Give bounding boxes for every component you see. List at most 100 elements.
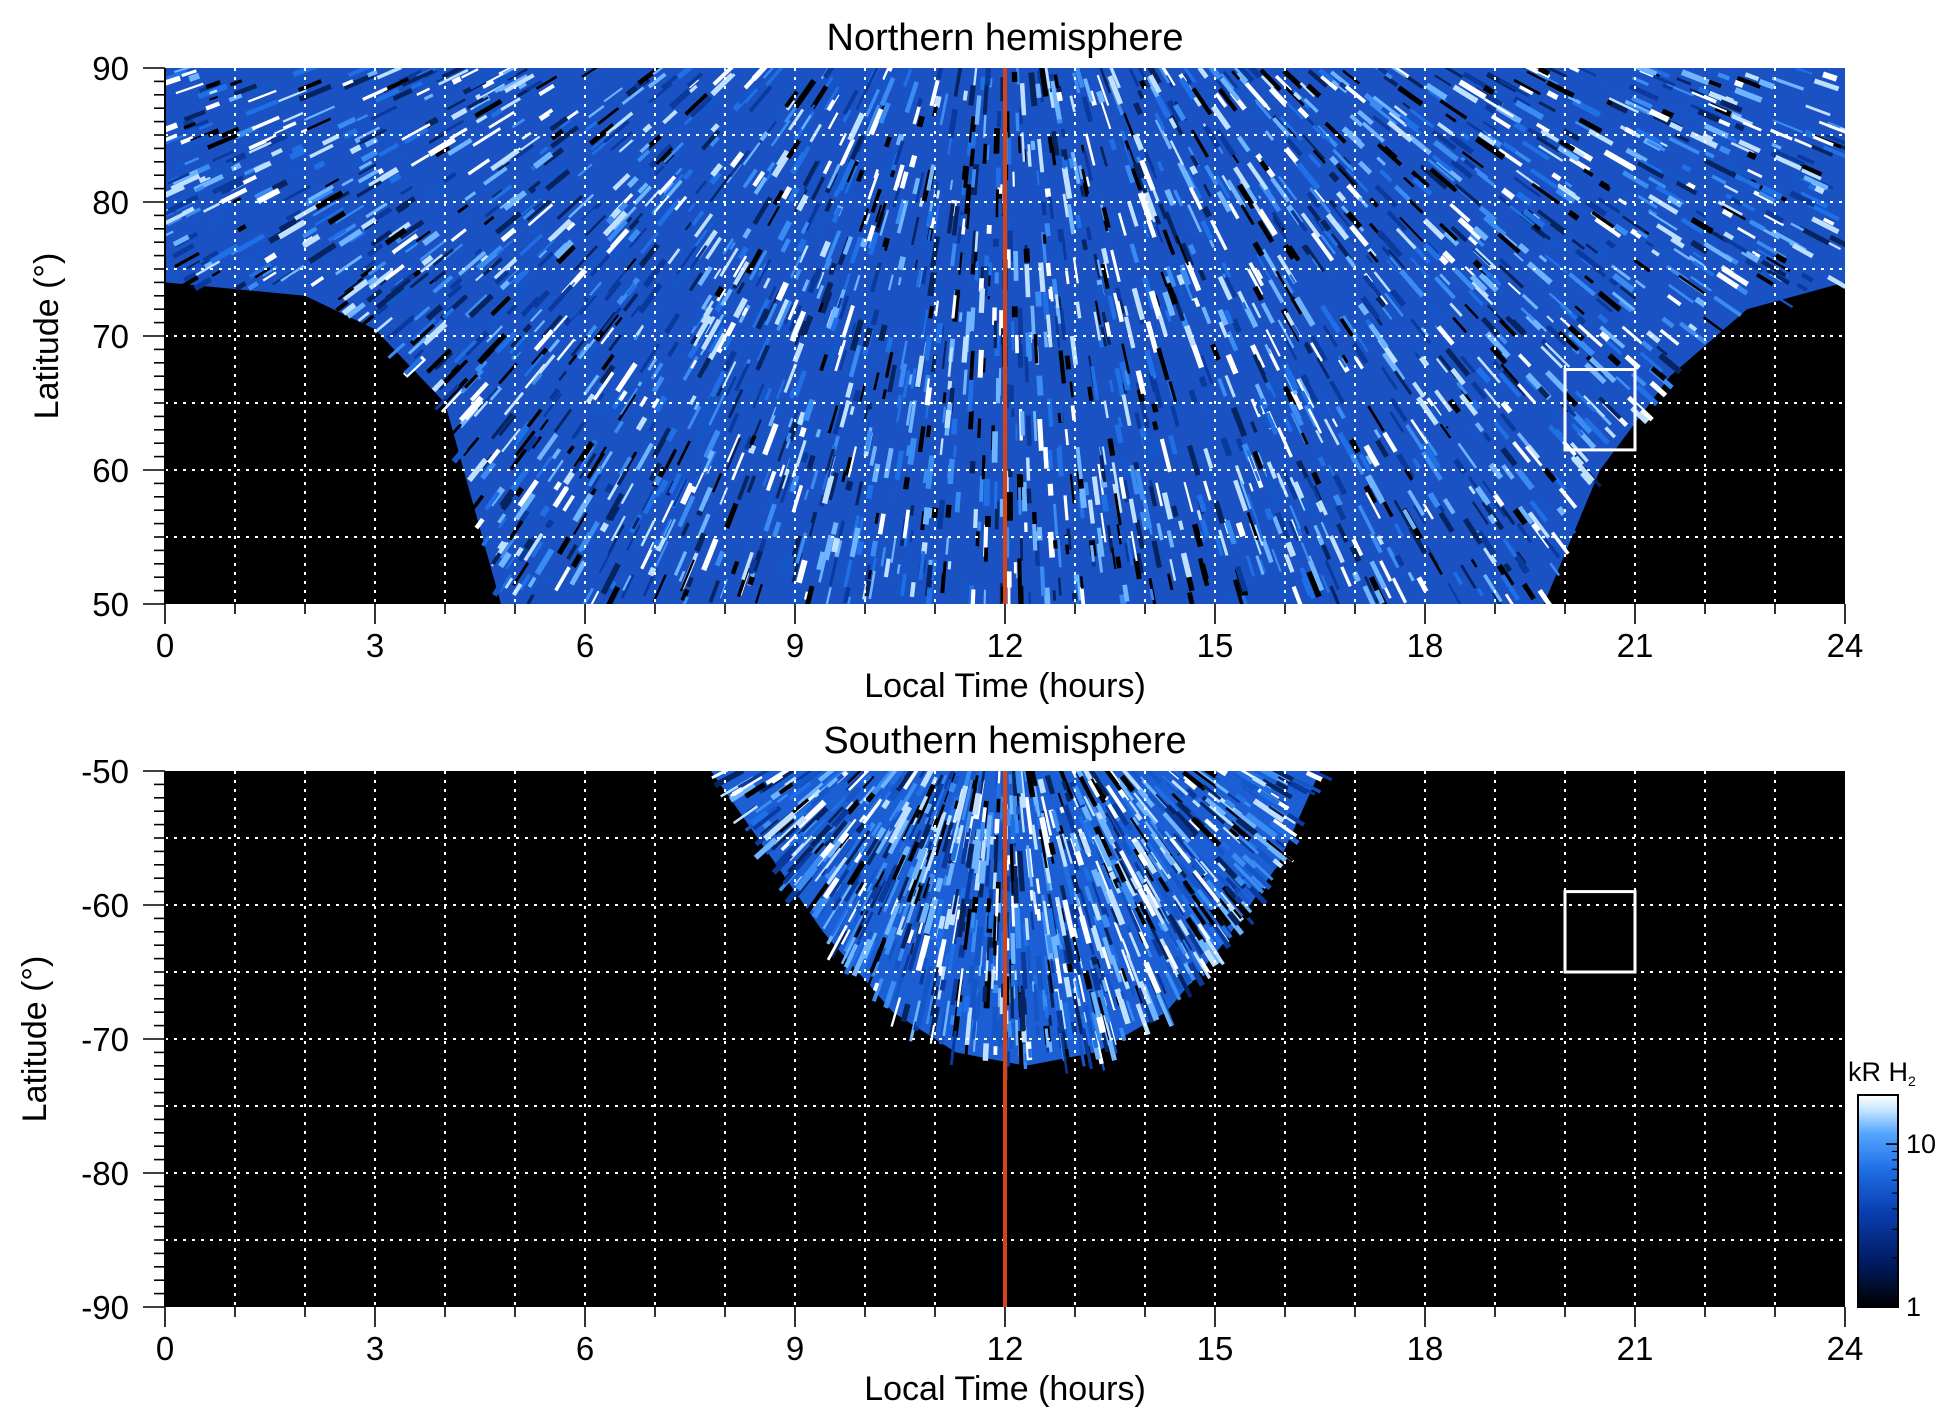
emission-streak [918,795,929,811]
emission-streak [1044,1006,1049,1019]
emission-streak [1549,222,1566,236]
emission-streak [978,946,984,976]
emission-streak [1481,480,1494,496]
emission-streak [392,88,413,102]
emission-streak [1174,955,1192,983]
emission-streak [810,469,819,490]
emission-streak [1036,375,1044,396]
emission-streak [885,487,895,508]
emission-streak [847,883,860,902]
emission-streak [514,421,531,440]
emission-streak [1069,381,1074,398]
emission-streak [539,418,549,431]
emission-streak [1613,223,1629,236]
emission-streak [1374,184,1398,208]
emission-streak [1329,380,1346,405]
emission-streak [403,356,423,376]
emission-streak [540,572,554,592]
emission-streak [1459,393,1479,416]
emission-streak [1121,343,1131,374]
emission-streak [623,583,636,604]
southern-highlight-box [1563,890,1637,974]
emission-streak [1318,499,1328,516]
emission-streak [1704,158,1737,179]
emission-streak [357,169,379,184]
emission-streak [1250,421,1258,433]
emission-streak [312,200,338,217]
emission-streak [1076,1034,1086,1067]
emission-streak [1673,173,1690,185]
emission-streak [747,558,758,575]
emission-streak [1773,271,1791,283]
emission-streak [165,211,186,226]
emission-streak [945,537,950,555]
emission-streak [1527,127,1548,143]
emission-streak [497,161,510,172]
emission-streak [852,389,862,403]
emission-streak [347,68,372,78]
emission-streak [1311,124,1327,140]
emission-streak [1346,183,1363,201]
emission-streak [825,230,842,263]
emission-streak [1280,275,1294,294]
emission-streak [1299,567,1316,600]
emission-streak [1306,501,1316,517]
emission-streak [458,395,483,422]
emission-streak [949,179,954,191]
emission-streak [1129,771,1143,783]
emission-streak [802,398,816,422]
emission-streak [1634,279,1646,289]
emission-streak [1039,566,1046,596]
emission-streak [1023,121,1028,152]
emission-streak [1645,240,1654,248]
emission-streak [1655,223,1683,243]
emission-streak [967,379,974,412]
emission-streak [1271,548,1282,573]
emission-streak [1813,78,1840,92]
emission-streak [818,556,827,583]
emission-streak [1304,244,1325,273]
emission-streak [991,431,998,463]
emission-streak [1361,121,1385,143]
emission-streak [1095,802,1109,823]
emission-streak [1491,591,1503,604]
emission-streak [1300,432,1309,445]
emission-streak [1550,531,1570,555]
emission-streak [874,204,883,223]
emission-streak [985,859,991,887]
emission-streak [1030,771,1038,787]
emission-streak [1636,161,1665,180]
emission-streak [1315,124,1339,148]
emission-streak [1685,181,1696,190]
emission-streak [1412,177,1433,197]
emission-streak [1444,68,1464,79]
emission-streak [1021,481,1028,512]
emission-streak [1546,90,1559,101]
emission-streak [1257,219,1275,244]
emission-streak [1189,154,1200,167]
emission-streak [654,165,665,176]
emission-streak [693,213,714,238]
emission-streak [873,169,879,179]
emission-streak [701,129,721,151]
emission-streak [1633,258,1651,273]
emission-streak [1226,911,1241,926]
emission-streak [968,775,980,816]
emission-streak [490,412,514,440]
emission-streak [1105,816,1115,830]
emission-streak [469,381,489,402]
emission-streak [964,184,972,215]
emission-streak [1482,84,1495,96]
emission-streak [349,144,362,155]
emission-streak [1235,887,1250,904]
emission-streak [631,408,642,420]
emission-streak [873,372,880,391]
emission-streak [974,95,982,125]
emission-streak [1047,450,1054,470]
emission-streak [517,479,539,508]
emission-streak [983,971,992,1009]
x-tick-label: 18 [1407,1330,1444,1367]
emission-streak [1095,860,1111,895]
emission-streak [1159,438,1172,473]
emission-streak [1680,217,1704,235]
